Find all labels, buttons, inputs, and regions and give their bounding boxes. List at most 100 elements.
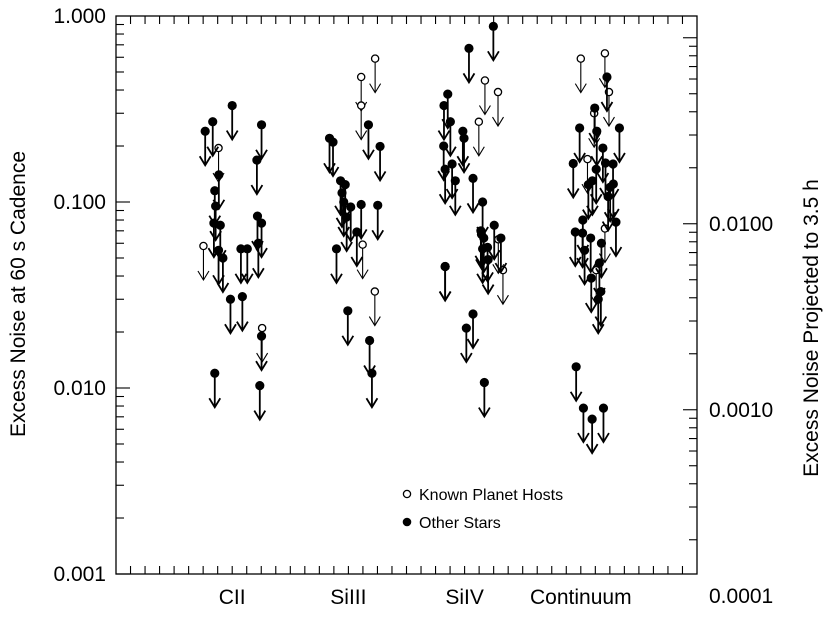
limit-arrow-head bbox=[373, 170, 387, 183]
other-star-point bbox=[488, 21, 498, 31]
limit-arrow-head bbox=[216, 282, 230, 294]
other-star-upper-limit bbox=[449, 176, 462, 217]
other-star-upper-limit bbox=[595, 238, 608, 279]
limit-arrow-head bbox=[574, 83, 587, 94]
limit-arrow-head bbox=[487, 50, 500, 63]
limit-arrow-head bbox=[341, 335, 355, 347]
other-star-point bbox=[591, 164, 601, 174]
other-star-upper-limit bbox=[478, 377, 491, 419]
planet-host-upper-limit bbox=[472, 117, 485, 157]
y-tick-label-left: 0.001 bbox=[53, 563, 106, 586]
planet-host-point bbox=[583, 154, 592, 164]
other-star-upper-limit bbox=[577, 403, 590, 444]
limit-arrow-head bbox=[362, 149, 375, 161]
other-star-point bbox=[579, 245, 590, 255]
other-star-upper-limit bbox=[585, 414, 599, 455]
limit-arrow-head bbox=[597, 432, 610, 444]
other-star-point bbox=[590, 103, 600, 113]
other-star-upper-limit bbox=[340, 212, 353, 253]
limit-arrow-head bbox=[573, 152, 586, 164]
other-star-point bbox=[439, 100, 449, 111]
other-star-point bbox=[373, 200, 383, 210]
other-star-upper-limit bbox=[466, 173, 480, 215]
limit-arrow-head bbox=[487, 249, 501, 261]
limit-arrow-head bbox=[576, 257, 589, 269]
limit-arrow-head bbox=[197, 270, 210, 282]
other-star-upper-limit bbox=[609, 217, 623, 258]
limit-arrow-head bbox=[494, 262, 508, 274]
other-star-point bbox=[331, 244, 342, 254]
other-star-upper-limit bbox=[476, 197, 489, 238]
other-star-upper-limit bbox=[584, 273, 598, 314]
other-star-upper-limit bbox=[573, 123, 586, 164]
y-tick-label-left: 1.000 bbox=[53, 5, 106, 28]
other-star-upper-limit bbox=[362, 120, 375, 161]
other-star-upper-limit bbox=[456, 126, 470, 168]
limit-arrow-head bbox=[365, 397, 379, 409]
limit-arrow-head bbox=[198, 155, 212, 168]
limit-arrow-head bbox=[601, 221, 615, 233]
other-star-point bbox=[598, 143, 608, 153]
other-star-upper-limit bbox=[212, 170, 226, 211]
planet-host-upper-limit bbox=[492, 87, 504, 128]
planet-host-point bbox=[370, 54, 380, 63]
planet-host-upper-limit bbox=[355, 101, 368, 141]
other-star-point bbox=[464, 43, 474, 53]
other-star-point bbox=[496, 233, 506, 243]
other-star-point bbox=[596, 238, 607, 248]
other-star-upper-limit bbox=[438, 164, 452, 205]
other-star-upper-limit bbox=[566, 158, 580, 200]
other-star-upper-limit bbox=[326, 137, 340, 178]
other-star-upper-limit bbox=[594, 286, 608, 328]
other-star-upper-limit bbox=[613, 123, 626, 164]
limit-arrow-head bbox=[585, 443, 599, 455]
other-star-point bbox=[468, 173, 478, 183]
other-star-upper-limit bbox=[241, 244, 254, 285]
other-star-upper-limit bbox=[371, 200, 385, 242]
limit-arrow-head bbox=[438, 193, 452, 205]
limit-arrow-head bbox=[241, 273, 254, 285]
limit-arrow-head bbox=[456, 155, 470, 168]
limit-arrow-head bbox=[478, 407, 491, 419]
planet-host-point bbox=[600, 49, 610, 58]
other-star-upper-limit bbox=[224, 294, 237, 335]
category-label: SiIII bbox=[330, 586, 366, 609]
other-star-upper-limit bbox=[597, 403, 610, 444]
other-star-upper-limit bbox=[198, 126, 212, 168]
planet-host-point bbox=[356, 101, 366, 110]
limit-arrow-head bbox=[225, 130, 239, 142]
other-star-upper-limit bbox=[206, 117, 220, 158]
other-star-point bbox=[596, 286, 606, 297]
other-star-point bbox=[586, 233, 596, 243]
other-star-upper-limit bbox=[363, 335, 376, 377]
limit-arrow-head bbox=[449, 205, 462, 217]
other-star-upper-limit bbox=[588, 103, 602, 144]
planet-host-point bbox=[474, 117, 484, 127]
y-tick-label-right: 0.0001 bbox=[709, 585, 773, 608]
limit-arrow-head bbox=[613, 152, 626, 164]
planet-host-point bbox=[480, 76, 490, 85]
limit-arrow-head bbox=[577, 432, 590, 444]
other-star-point bbox=[440, 164, 450, 174]
limit-arrow-head bbox=[356, 269, 369, 280]
limit-arrow-head bbox=[462, 72, 476, 85]
planet-host-point bbox=[576, 54, 586, 63]
other-star-point bbox=[337, 188, 347, 198]
planet-host-upper-limit bbox=[369, 54, 382, 94]
other-star-upper-limit bbox=[578, 245, 591, 287]
other-star-point bbox=[478, 244, 488, 254]
limit-arrow-head bbox=[209, 230, 222, 242]
other-star-point bbox=[608, 179, 618, 189]
other-star-point bbox=[568, 158, 578, 169]
other-star-upper-limit bbox=[481, 255, 495, 296]
other-star-point bbox=[598, 403, 609, 413]
other-star-point bbox=[593, 294, 603, 304]
planet-host-upper-limit bbox=[598, 49, 611, 89]
limit-arrow-head bbox=[252, 267, 265, 279]
other-star-point bbox=[611, 217, 621, 227]
limit-arrow-head bbox=[255, 149, 268, 161]
other-star-point bbox=[602, 72, 612, 82]
other-star-point bbox=[443, 89, 453, 99]
other-star-point bbox=[328, 137, 338, 147]
limit-arrow-head bbox=[236, 321, 249, 333]
